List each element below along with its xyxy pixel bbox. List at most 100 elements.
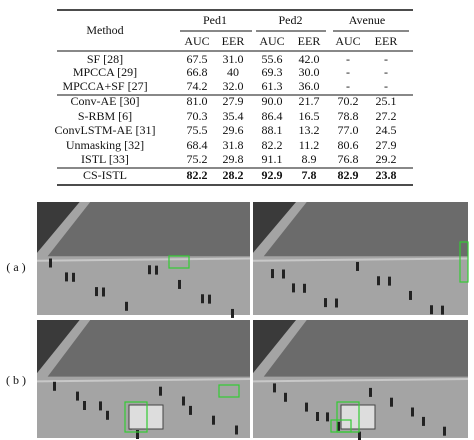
results-table: Method Ped1 Ped2 Avenue AUC EER AUC EER AUC EER SF… [55,9,413,186]
method-name: Unmasking [32] [66,138,144,152]
person [76,391,79,401]
person [388,276,391,286]
cell: 29.6 [223,123,244,137]
person [136,430,139,439]
person [292,283,295,293]
cell: 82.9 [338,168,359,182]
cell: 42.0 [299,52,320,66]
person [305,402,308,412]
cell: 21.7 [299,94,320,108]
cell: 66.8 [187,65,208,79]
header: Ped2 [279,13,303,27]
cell: 29.8 [223,152,244,166]
subheader: AUC [259,34,284,48]
person [178,279,181,289]
cell: 32.0 [223,79,244,93]
person [441,305,444,315]
person [409,290,412,300]
path-edge [36,378,251,383]
person [148,265,151,275]
cell: 77.0 [338,123,359,137]
person [356,261,359,271]
cell: 23.8 [376,168,397,182]
person [106,410,109,420]
cell: 31.0 [223,52,244,66]
cell: 75.2 [187,152,208,166]
vehicle [128,404,164,430]
cell: 80.6 [338,138,359,152]
cell: 7.8 [302,168,317,182]
cell: 82.2 [187,168,208,182]
method-name: MPCCA [29] [73,65,137,79]
cell: 40 [227,65,239,79]
cell: 92.9 [262,168,283,182]
person [377,276,380,286]
dark-area [253,320,296,374]
cell: 11.2 [299,138,320,152]
person [212,415,215,425]
cell: 88.1 [262,123,283,137]
video-frame [252,202,469,315]
cell: 61.3 [262,79,283,93]
path-edge [36,257,251,262]
detection-box [168,255,190,269]
cell: 55.6 [262,52,283,66]
cell: 16.5 [299,109,320,123]
grass [263,320,468,377]
method-name: CS-ISTL [83,168,127,182]
person [189,405,192,415]
person [65,272,68,282]
person [369,387,372,397]
person [430,305,433,315]
person [201,294,204,304]
path-edge [252,257,469,262]
person [125,301,128,311]
cell: 70.2 [338,94,359,108]
person [303,283,306,293]
person [49,258,52,268]
detection-box [218,384,240,398]
person [155,265,158,275]
cell: 82.2 [262,138,283,152]
cell: 81.0 [187,94,208,108]
cell: 8.9 [302,152,317,166]
subheader: AUC [335,34,360,48]
subheader: EER [298,34,321,48]
cell: 67.5 [187,52,208,66]
dark-area [253,202,296,253]
person [159,386,162,396]
cell: - [346,65,350,79]
path-edge [252,378,469,383]
cell: - [346,79,350,93]
person [99,401,102,411]
grass [47,202,251,257]
cell: 28.2 [223,168,244,182]
person [83,401,86,410]
cell: 27.2 [376,109,397,123]
grass [47,320,251,377]
cell: 90.0 [262,94,283,108]
person [358,431,361,440]
cell: 13.2 [299,123,320,137]
method-name: MPCCA+SF [27] [62,79,147,93]
person [316,412,319,421]
dark-area [37,202,80,253]
cell: 31.8 [223,138,244,152]
method-name: ISTL [33] [81,152,129,166]
video-frame [36,202,251,318]
subheader: EER [222,34,245,48]
method-name: Conv-AE [30] [71,94,140,108]
detection-box [124,401,148,433]
cell: 24.5 [376,123,397,137]
header: Ped1 [203,13,227,27]
method-name: ConvLSTM-AE [31] [55,123,156,137]
cell: 68.4 [187,138,208,152]
person [282,269,285,279]
grass [263,202,468,257]
detection-box [330,419,352,433]
cell: 25.1 [376,94,397,108]
vehicle [340,404,376,430]
person [208,294,211,304]
cell: 76.8 [338,152,359,166]
